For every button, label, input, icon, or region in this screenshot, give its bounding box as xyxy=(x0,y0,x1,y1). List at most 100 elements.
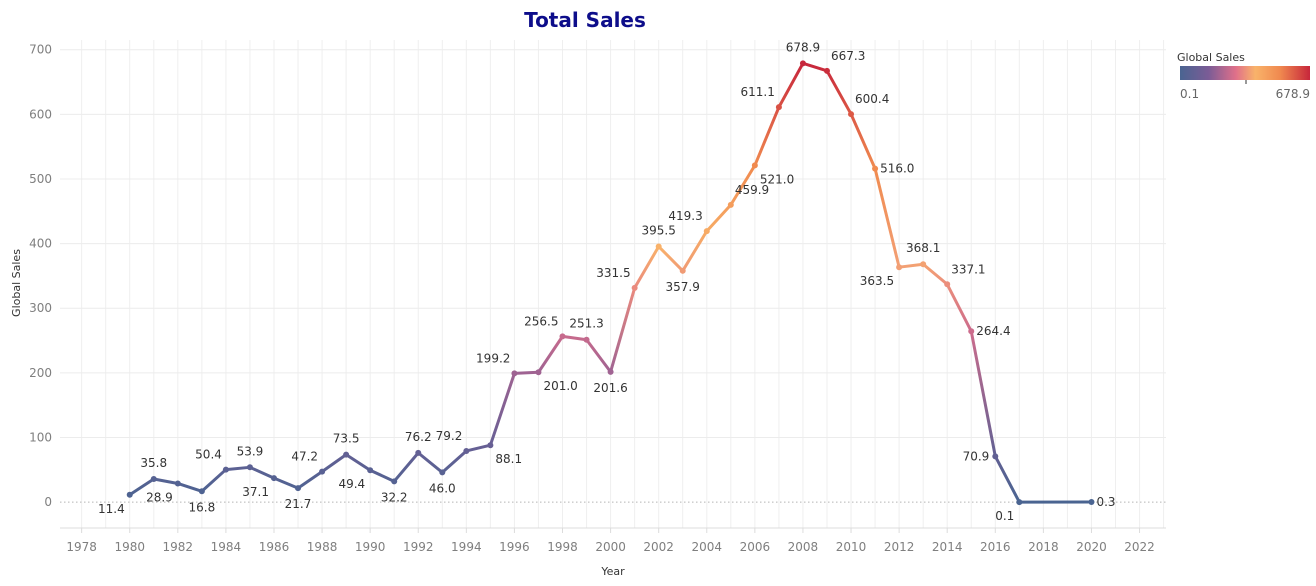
x-tick-label: 2014 xyxy=(932,540,963,554)
line-segment xyxy=(488,371,516,447)
line-segment xyxy=(897,262,925,269)
x-tick-label: 2008 xyxy=(788,540,819,554)
line-segment xyxy=(368,468,396,483)
data-label: 363.5 xyxy=(860,274,894,288)
data-point xyxy=(727,201,734,208)
data-label: 76.2 xyxy=(405,430,432,444)
data-point xyxy=(270,475,277,482)
data-label: 331.5 xyxy=(596,266,630,280)
line-segment xyxy=(609,286,637,374)
data-label: 79.2 xyxy=(436,429,463,443)
data-label: 667.3 xyxy=(831,49,865,63)
x-tick-label: 1984 xyxy=(211,540,242,554)
y-tick-label: 600 xyxy=(29,107,52,121)
line-segment xyxy=(464,443,492,453)
data-label: 28.9 xyxy=(146,490,173,504)
line-segment xyxy=(873,167,901,269)
y-tick-label: 500 xyxy=(29,172,52,186)
line-segment xyxy=(344,453,372,472)
line-segment xyxy=(849,112,877,171)
line-segment xyxy=(416,451,444,474)
legend-max-label: 678.9 xyxy=(1276,87,1310,101)
x-tick-label: 1988 xyxy=(307,540,338,554)
data-point xyxy=(872,165,879,172)
x-tick-label: 1980 xyxy=(114,540,145,554)
data-label: 395.5 xyxy=(642,224,676,238)
line-segment xyxy=(176,481,204,493)
data-label: 53.9 xyxy=(237,444,264,458)
data-label: 611.1 xyxy=(741,85,775,99)
data-label: 47.2 xyxy=(291,450,318,464)
color-legend: Global Sales 0.1 678.9 xyxy=(1177,51,1310,101)
data-point xyxy=(1088,498,1095,505)
data-label: 32.2 xyxy=(381,490,408,504)
x-tick-label: 1978 xyxy=(66,540,97,554)
data-label: 37.1 xyxy=(242,485,269,499)
line-segment xyxy=(585,338,613,374)
data-label: 50.4 xyxy=(195,448,222,462)
data-point xyxy=(583,336,590,343)
line-segment xyxy=(705,203,733,233)
x-tick-label: 2010 xyxy=(836,540,867,554)
line-segment xyxy=(248,465,276,480)
series-points xyxy=(126,60,1095,506)
data-label: 11.4 xyxy=(98,502,125,516)
data-point xyxy=(222,466,229,473)
x-tick-label: 2016 xyxy=(980,540,1011,554)
line-segment xyxy=(969,329,997,458)
line-segment xyxy=(512,370,540,375)
x-tick-label: 2022 xyxy=(1124,540,1155,554)
series-line xyxy=(128,61,1093,504)
data-point xyxy=(198,488,205,495)
data-labels: 11.4 35.8 28.9 16.8 50.4 53.9 37.1 21.7 47.2 73.5… xyxy=(98,40,1116,523)
data-point xyxy=(968,328,975,335)
data-point xyxy=(823,67,830,74)
data-point xyxy=(631,284,638,291)
data-label: 419.3 xyxy=(668,209,702,223)
x-tick-label: 1990 xyxy=(355,540,386,554)
data-point xyxy=(535,369,542,376)
data-label: 0.1 xyxy=(995,509,1014,523)
line-segment xyxy=(777,61,805,109)
x-axis-title: Year xyxy=(600,565,625,578)
data-label: 0.3 xyxy=(1096,495,1115,509)
line-segment xyxy=(536,334,565,374)
data-label: 21.7 xyxy=(285,497,312,511)
data-label: 337.1 xyxy=(951,262,985,276)
data-label: 199.2 xyxy=(476,351,510,365)
line-segment xyxy=(801,61,829,73)
data-point xyxy=(295,485,302,492)
axes: 0 100 200 300 400 500 600 700 1978 1980 1982 1984 19… xyxy=(29,43,1166,554)
line-segment xyxy=(272,476,300,490)
x-tick-label: 1998 xyxy=(547,540,578,554)
data-point xyxy=(463,447,470,454)
data-point xyxy=(174,480,181,487)
line-segment xyxy=(440,449,468,474)
y-tick-label: 100 xyxy=(29,431,52,445)
legend-color-ramp xyxy=(1180,66,1310,80)
line-segment xyxy=(561,334,589,342)
y-tick-label: 400 xyxy=(29,237,52,251)
line-segment xyxy=(945,282,973,333)
data-label: 201.0 xyxy=(543,379,577,393)
x-tick-label: 1996 xyxy=(499,540,530,554)
data-point xyxy=(607,368,614,375)
data-point xyxy=(246,464,253,471)
data-label: 88.1 xyxy=(495,452,522,466)
line-segment xyxy=(825,69,853,116)
data-label: 357.9 xyxy=(666,280,700,294)
data-label: 70.9 xyxy=(963,449,990,463)
line-segment xyxy=(753,105,781,167)
data-point xyxy=(559,333,566,340)
legend-min-label: 0.1 xyxy=(1180,87,1199,101)
data-label: 264.4 xyxy=(976,324,1010,338)
x-tick-label: 1992 xyxy=(403,540,434,554)
x-tick-label: 2000 xyxy=(595,540,626,554)
y-tick-label: 300 xyxy=(29,301,52,315)
y-tick-label: 0 xyxy=(44,495,52,509)
data-point xyxy=(126,491,133,498)
data-point xyxy=(679,267,686,274)
x-tick-label: 1982 xyxy=(163,540,194,554)
x-tick-label: 1994 xyxy=(451,540,482,554)
